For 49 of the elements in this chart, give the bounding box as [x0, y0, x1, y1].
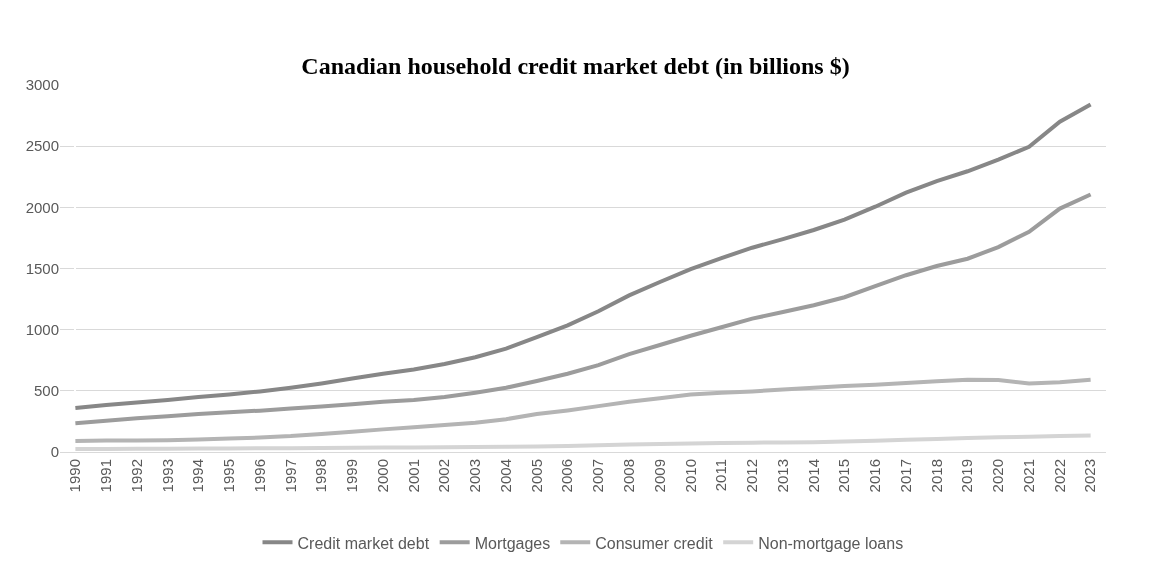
- x-tick-label: 2013: [773, 459, 791, 493]
- x-tick-label: 1991: [97, 459, 115, 493]
- y-tick-label: 1500: [25, 259, 59, 277]
- legend-label: Consumer credit: [595, 534, 714, 552]
- x-tick-label: 1993: [158, 459, 176, 493]
- x-tick-label: 2022: [1050, 459, 1068, 493]
- x-tick-label: 2010: [681, 459, 699, 493]
- x-tick-label: 2004: [496, 459, 514, 493]
- x-tick-label: 2007: [589, 459, 607, 493]
- line-series: [73, 192, 1093, 426]
- x-tick-label: 2019: [958, 459, 976, 493]
- x-tick-label: 1996: [250, 459, 268, 493]
- x-tick-label: 2003: [466, 459, 484, 493]
- x-tick-label: 2005: [527, 459, 545, 493]
- legend-label: Mortgages: [474, 534, 551, 552]
- x-tick-label: 1994: [189, 459, 207, 493]
- x-tick-label: 2012: [743, 459, 761, 493]
- x-tick-label: 1998: [312, 459, 330, 493]
- line-series: [73, 102, 1093, 410]
- x-tick-label: 2001: [404, 459, 422, 493]
- y-tick-label: 500: [33, 382, 59, 400]
- x-tick-label: 2000: [373, 459, 391, 493]
- y-tick-label: 2000: [25, 198, 59, 216]
- x-tick-label: 1992: [127, 459, 145, 493]
- x-tick-label: 2015: [835, 459, 853, 493]
- x-tick-label: 1999: [343, 459, 361, 493]
- x-tick-label: 2023: [1081, 459, 1099, 493]
- x-tick-label: 2014: [804, 459, 822, 493]
- x-tick-label: 2009: [650, 459, 668, 493]
- x-tick-label: 2017: [896, 459, 914, 493]
- x-tick-label: 2002: [435, 459, 453, 493]
- y-tick-label: 0: [50, 443, 59, 461]
- x-tick-label: 2011: [712, 459, 730, 492]
- y-tick-label: 3000: [25, 76, 59, 94]
- x-tick-label: 2021: [1019, 459, 1037, 493]
- y-tick-label: 1000: [25, 320, 59, 338]
- legend-label: Non-mortgage loans: [758, 534, 904, 552]
- line-series: [73, 377, 1093, 443]
- x-tick-label: 2016: [866, 459, 884, 493]
- x-tick-label: 2008: [620, 459, 638, 493]
- chart-title: Canadian household credit market debt (in billions $): [301, 52, 850, 79]
- x-tick-label: 1995: [220, 459, 238, 493]
- x-tick-label: 1997: [281, 459, 299, 493]
- legend-label: Credit market debt: [297, 534, 430, 552]
- x-tick-label: 1990: [66, 459, 84, 493]
- x-tick-label: 2018: [927, 459, 945, 493]
- x-tick-label: 2020: [989, 459, 1007, 493]
- y-tick-label: 2500: [25, 137, 59, 155]
- x-tick-label: 2006: [558, 459, 576, 493]
